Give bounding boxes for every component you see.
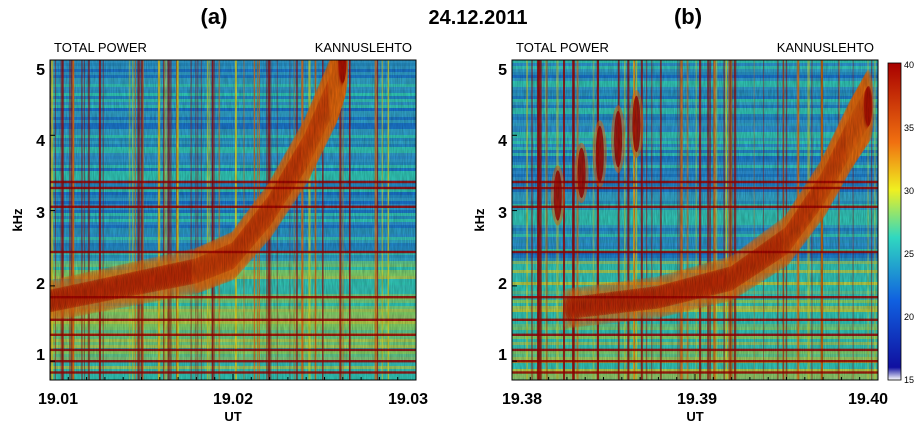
spectrogram-a (50, 60, 416, 380)
colorbar: 40 35 30 25 20 15 (887, 60, 914, 385)
panel-a: (a) TOTAL POWER KANNUSLEHTO 19.01 19.02 … (10, 4, 428, 424)
colorbar-tick-15: 15 (904, 375, 914, 385)
y-tick-b-2: 2 (498, 276, 507, 293)
y-tick-b-4: 4 (498, 133, 507, 150)
panel-label-a: (a) (201, 4, 228, 29)
header-left-b: TOTAL POWER (516, 40, 609, 55)
x-tick-b-1: 19.39 (677, 391, 717, 408)
panel-label-b: (b) (674, 4, 702, 29)
y-label-a: kHz (10, 208, 25, 232)
y-tick-b-3: 3 (498, 205, 507, 222)
x-tick-a-0: 19.01 (38, 391, 78, 408)
colorbar-tick-30: 30 (904, 186, 914, 196)
y-tick-a-2: 2 (36, 276, 45, 293)
x-label-a: UT (224, 409, 241, 424)
spectrogram-a-noise (50, 60, 416, 380)
header-left-a: TOTAL POWER (54, 40, 147, 55)
x-tick-b-0: 19.38 (502, 391, 542, 408)
y-tick-a-1: 1 (36, 347, 45, 364)
colorbar-gradient (887, 62, 902, 381)
y-label-b: kHz (472, 208, 487, 232)
x-tick-a-2: 19.03 (388, 391, 428, 408)
axis-ticks-a (49, 59, 417, 380)
axis-ticks-b (511, 59, 879, 380)
y-tick-a-5: 5 (36, 62, 45, 79)
header-right-a: KANNUSLEHTO (315, 40, 412, 55)
colorbar-tick-20: 20 (904, 312, 914, 322)
y-tick-b-1: 1 (498, 347, 507, 364)
colorbar-tick-25: 25 (904, 249, 914, 259)
colorbar-tick-35: 35 (904, 123, 914, 133)
x-tick-b-2: 19.40 (848, 391, 888, 408)
y-tick-a-4: 4 (36, 133, 45, 150)
spectrogram-b-noise (512, 60, 878, 380)
x-tick-a-1: 19.02 (213, 391, 253, 408)
x-label-b: UT (686, 409, 703, 424)
header-right-b: KANNUSLEHTO (777, 40, 874, 55)
y-tick-a-3: 3 (36, 205, 45, 222)
date-title: 24.12.2011 (429, 7, 528, 29)
y-tick-b-5: 5 (498, 62, 507, 79)
colorbar-tick-40: 40 (904, 60, 914, 70)
spectrogram-b (512, 60, 878, 380)
panel-b: (b) TOTAL POWER KANNUSLEHTO 19.38 19.39 … (472, 4, 888, 424)
